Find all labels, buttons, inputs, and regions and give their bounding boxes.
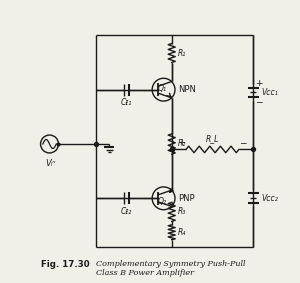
- Text: R_L: R_L: [206, 134, 219, 143]
- Text: Q₂: Q₂: [158, 197, 167, 206]
- Text: Cᵻ₁: Cᵻ₁: [121, 98, 132, 107]
- Text: +: +: [255, 79, 263, 88]
- Text: R₃: R₃: [178, 207, 186, 216]
- Text: +: +: [178, 138, 185, 147]
- Text: −: −: [255, 97, 263, 106]
- Text: −: −: [239, 138, 247, 147]
- Text: Vᴄᴄ₁: Vᴄᴄ₁: [262, 88, 279, 97]
- Text: NPN: NPN: [178, 85, 196, 94]
- Text: Q₁: Q₁: [158, 84, 167, 93]
- Text: Vᴄᴄ₂: Vᴄᴄ₂: [262, 194, 279, 203]
- Text: Cᵻ₂: Cᵻ₂: [121, 207, 132, 216]
- Text: R₁: R₁: [178, 48, 186, 57]
- Text: R₄: R₄: [178, 228, 186, 237]
- Text: Fig. 17.30: Fig. 17.30: [41, 260, 90, 269]
- Text: Vᵢⁿ: Vᵢⁿ: [46, 159, 56, 168]
- Text: Complementary Symmetry Push-Pull
Class B Power Amplifier: Complementary Symmetry Push-Pull Class B…: [96, 260, 245, 277]
- Text: R₂: R₂: [178, 140, 186, 149]
- Text: PNP: PNP: [178, 194, 195, 203]
